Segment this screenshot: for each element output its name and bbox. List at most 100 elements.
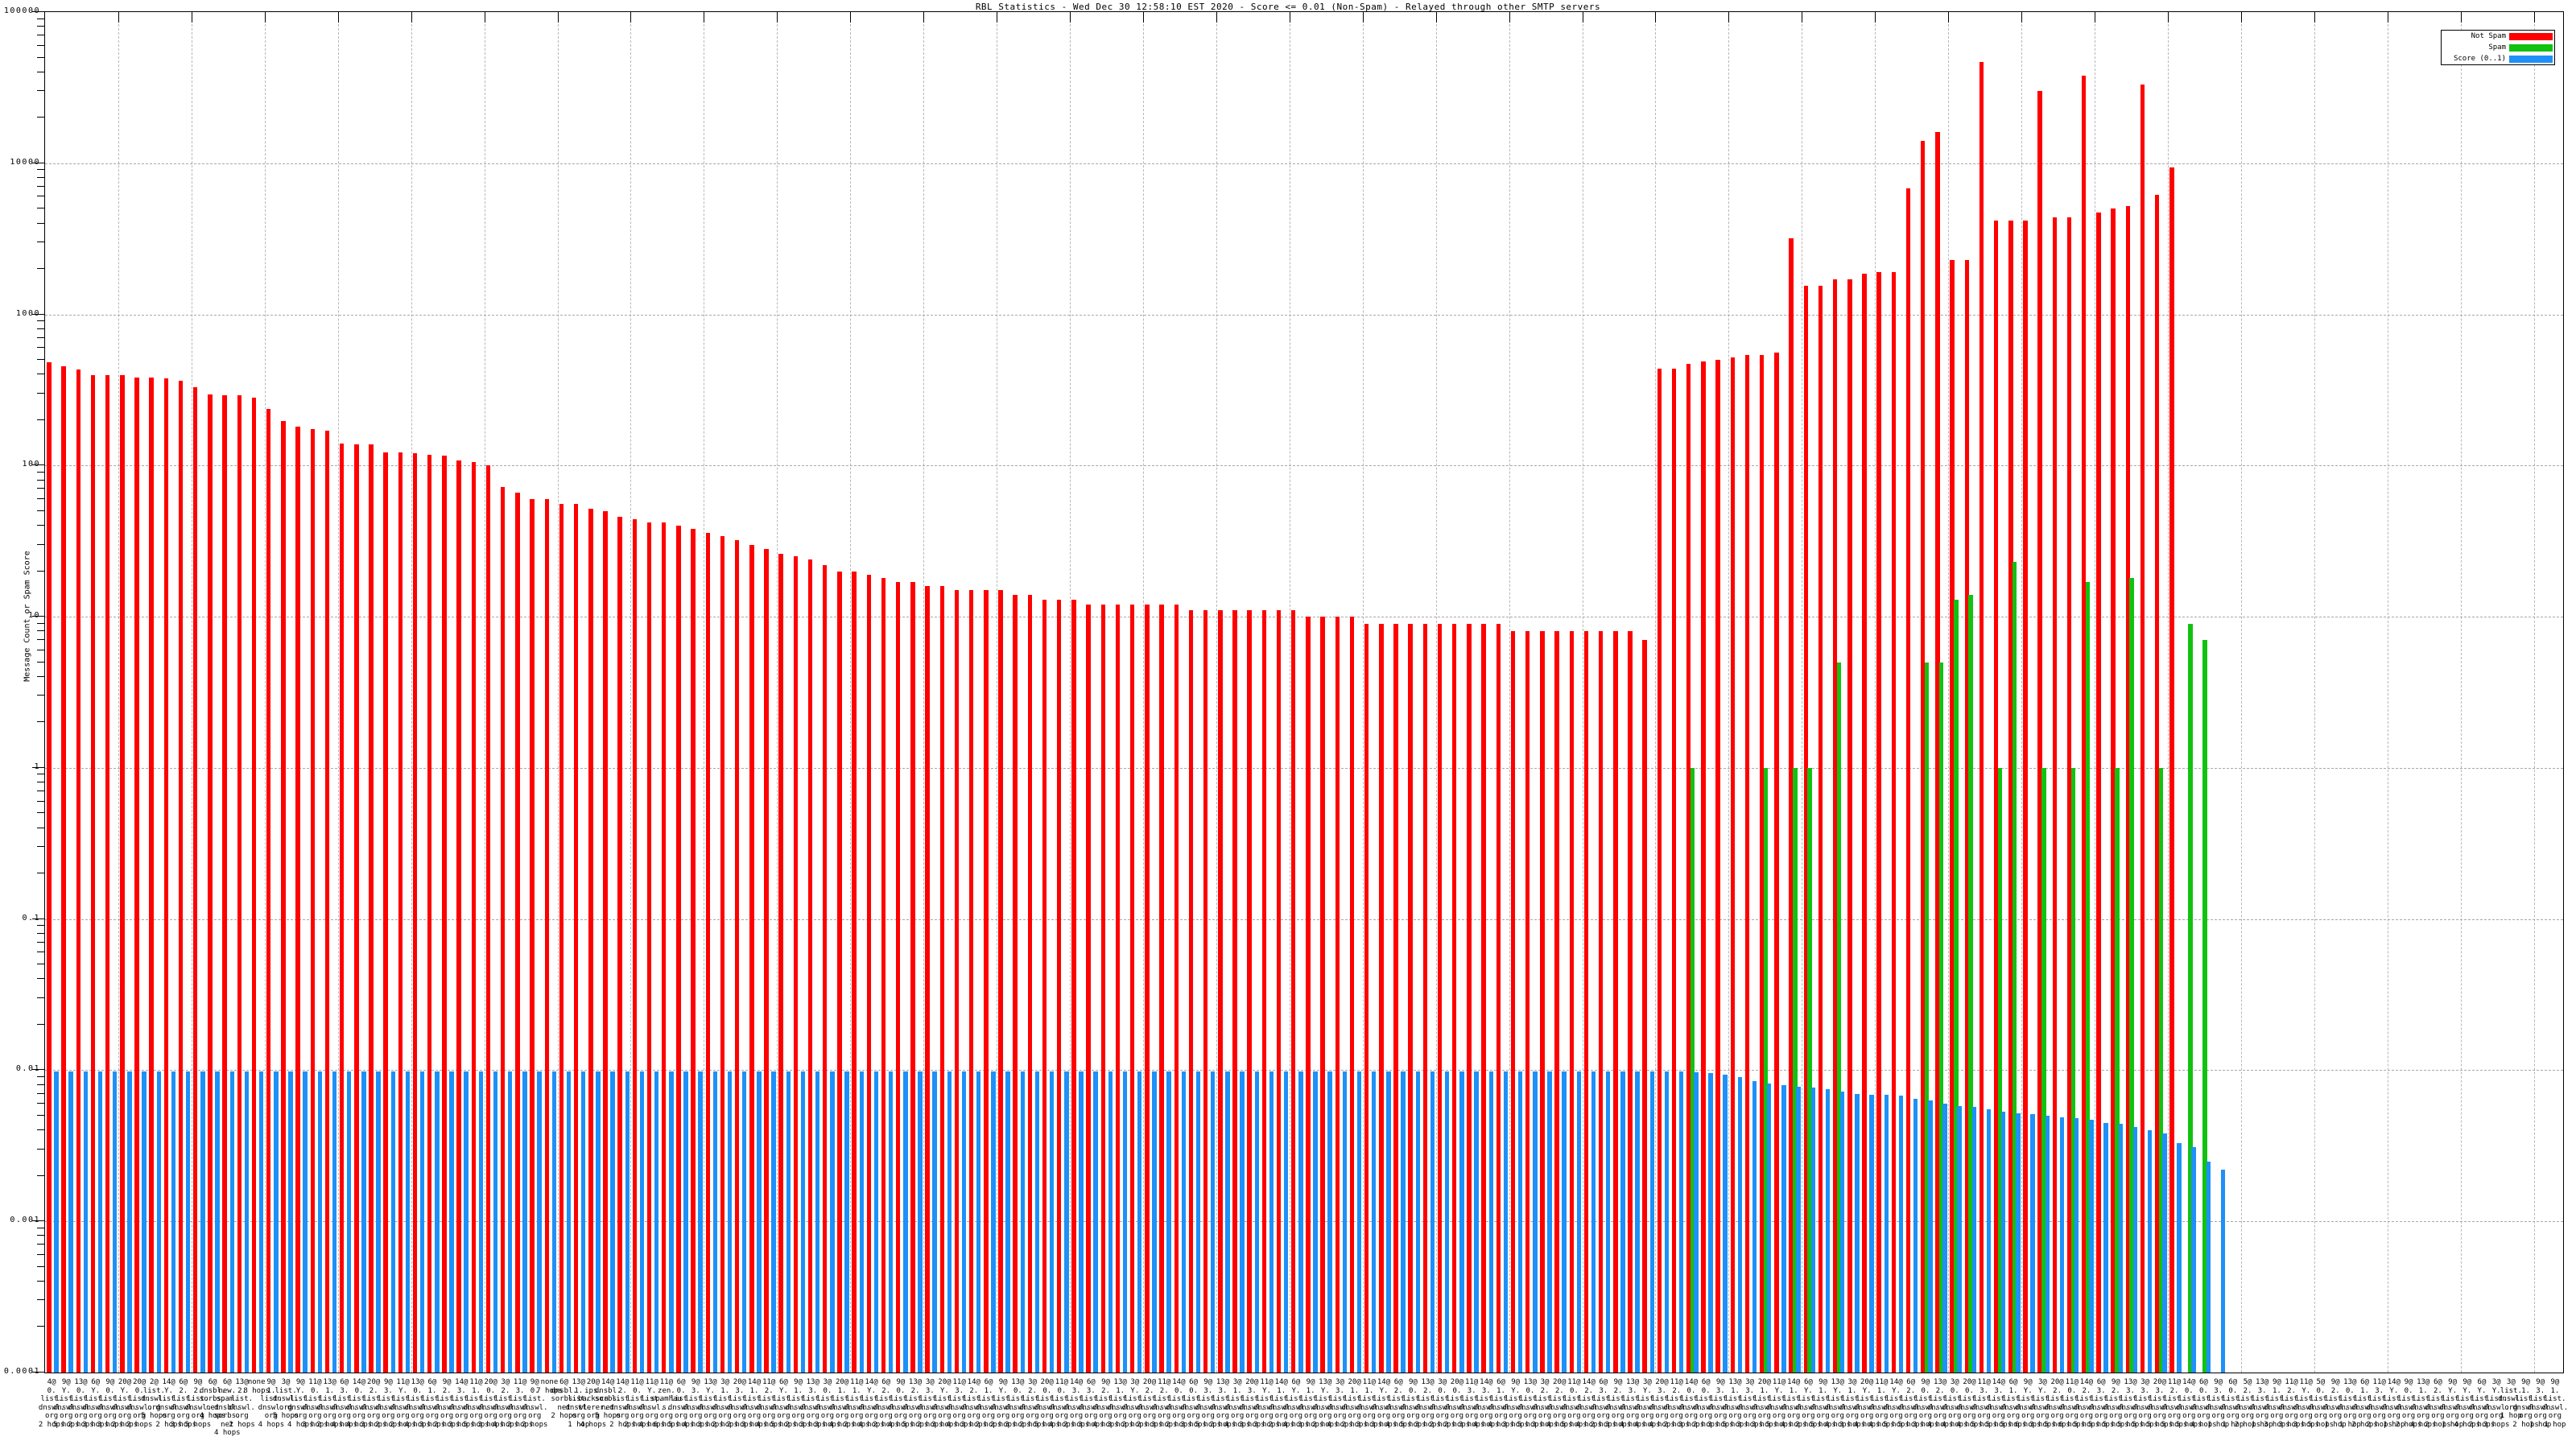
x-tick-label: 13@ 3. list. dnswl. org 5 hops — [2115, 1378, 2145, 1429]
x-tick-label-line: 3@ — [2037, 1378, 2047, 1386]
x-tick-label-line: org — [2328, 1412, 2343, 1420]
y-tick-minor — [37, 471, 44, 473]
x-tick-label-line: 4 hops — [755, 1420, 782, 1429]
bar-spam — [1968, 594, 1973, 1373]
gridline-vertical — [1875, 12, 1876, 1373]
x-tick-label-line: 4 hops — [1853, 1420, 1880, 1429]
x-tick-label-line: 6@ — [1291, 1378, 1301, 1386]
bar-not-spam — [1027, 594, 1033, 1373]
bar-score — [757, 1071, 762, 1373]
x-tick-label-line: 14@ — [352, 1378, 366, 1386]
x-tick-label-line: list. — [1255, 1395, 1278, 1403]
x-tick-label: 6@ 3. list. dnswl. org 2 hops — [1588, 1378, 1619, 1429]
bar-not-spam — [1803, 285, 1808, 1373]
x-tick-label-line: list. — [2324, 1395, 2347, 1403]
x-tick-label-line: 3@ — [1642, 1378, 1652, 1386]
x-tick-label-line: 0. — [2199, 1386, 2208, 1395]
x-tick-label-line: 2. — [2287, 1386, 2296, 1395]
x-tick-label-line: Y. — [1833, 1386, 1843, 1395]
x-tick-label-line: org — [498, 1412, 512, 1420]
x-tick-label: 9@ Y. list. dnswl. org 4 hops — [285, 1378, 316, 1429]
x-tick-label: 11@ zen. spamhaus. org 6 hops — [651, 1378, 682, 1429]
x-tick-label-line: list. — [1197, 1395, 1220, 1403]
x-tick-label-line: 13@ — [2343, 1378, 2357, 1386]
bar-spam — [2129, 578, 2134, 1373]
x-tick-label-line: 6 hops — [653, 1420, 680, 1429]
bar-score — [1313, 1071, 1318, 1373]
bar-not-spam — [310, 428, 315, 1373]
x-tick-label-line: 2 hops — [155, 1420, 182, 1429]
x-tick-label-line: 4 hops — [2409, 1420, 2437, 1429]
x-tick-label-line: 0. — [1570, 1386, 1579, 1395]
x-tick-label-line: list. — [275, 1386, 297, 1395]
x-tick-label-line: 1. — [2521, 1386, 2530, 1395]
x-tick-label-line: 13@ — [1011, 1378, 1025, 1386]
x-tick-label-line: 14@ — [455, 1378, 469, 1386]
x-tick-label-line: dnswl. — [2205, 1403, 2231, 1412]
x-tick-label-line: dnswl. — [916, 1403, 943, 1412]
x-tick-label-line: 2. — [2053, 1386, 2062, 1395]
x-tick-label-line: list. — [1548, 1395, 1571, 1403]
x-tick-label: 14@ 2. list. dnswl. org 3 hops — [959, 1378, 989, 1429]
y-tick-minor — [37, 185, 44, 187]
bar-score — [2206, 1161, 2211, 1373]
x-tick-label-line: 11@ — [952, 1378, 966, 1386]
x-tick-label-line: list. — [860, 1395, 883, 1403]
x-tick-label-line: org — [1245, 1412, 1259, 1420]
x-tick-label-line: 14@ — [1274, 1378, 1288, 1386]
x-tick-label-line: none — [247, 1378, 266, 1386]
x-tick-label-line: 3. — [2126, 1386, 2135, 1395]
x-tick-label-line: org — [2431, 1412, 2445, 1420]
x-tick-label-line: 13@ — [74, 1378, 88, 1386]
x-tick-label-line: 3. — [808, 1386, 818, 1395]
x-tick-label-line: 3@ — [1335, 1378, 1344, 1386]
x-tick-label-line: list. — [1431, 1395, 1454, 1403]
x-tick-label: 14@ 3. list. dnswl. org 5 hops — [1984, 1378, 2014, 1429]
bar-score — [1430, 1071, 1435, 1373]
bar-score — [596, 1071, 601, 1373]
x-tick-label-line: 3. — [2536, 1386, 2545, 1395]
bar-not-spam — [383, 452, 388, 1373]
x-tick-label-line: dnswl. — [1634, 1403, 1661, 1412]
x-tick-label-line: dnswl. — [1356, 1403, 1383, 1412]
gridline-horizontal — [45, 314, 2563, 316]
x-tick-label-line: list. — [1387, 1395, 1410, 1403]
x-tick-label: 14@ 1. list. dnswl. org 3 hops — [739, 1378, 770, 1429]
bar-score — [1928, 1100, 1933, 1373]
x-tick-label-line: 11@ — [630, 1378, 644, 1386]
x-tick-label-line: list. — [377, 1395, 399, 1403]
bar-score — [1459, 1071, 1464, 1373]
x-tick-label-line: 3@ — [1950, 1378, 1959, 1386]
x-tick-label-line: 11@ — [2285, 1378, 2298, 1386]
gridline-vertical — [2021, 12, 2022, 1373]
bar-score — [274, 1071, 279, 1373]
x-tick-label-line: org — [762, 1412, 776, 1420]
x-tick-label: 11@ 2. list. dnswl. org 2 hops — [1662, 1378, 1692, 1429]
x-tick-label-line: 13@ — [908, 1378, 923, 1386]
x-tick-label-line: 2. — [1935, 1386, 1945, 1395]
x-tick-label-line: dnswl. — [111, 1403, 138, 1412]
bar-not-spam — [661, 522, 667, 1373]
x-tick-label: 20@ 0. list. dnswl. org 4 hops — [1954, 1378, 1984, 1429]
bar-not-spam — [281, 420, 286, 1373]
x-tick-label-line: 11@ — [513, 1378, 527, 1386]
x-tick-label-line: 14@ — [865, 1378, 878, 1386]
bar-not-spam — [573, 503, 579, 1373]
x-tick-label-line: 0. — [823, 1386, 832, 1395]
x-tick-label-line: dnswl. — [1268, 1403, 1294, 1412]
x-tick-label-line: 4 hops — [2190, 1420, 2217, 1429]
x-tick-label-line: list. — [2163, 1395, 2186, 1403]
x-tick-label-line: 1. — [2360, 1386, 2369, 1395]
x-tick-label-line: 4 hops — [345, 1420, 373, 1429]
x-tick-label-line: 6@ — [1393, 1378, 1403, 1386]
x-tick-label: 13@ 1. list. dnswl. org 4 hops — [2408, 1378, 2438, 1429]
bar-score — [2045, 1115, 2050, 1373]
x-tick-label-line: 9@ — [2448, 1378, 2458, 1386]
bar-score — [1181, 1071, 1187, 1373]
x-tick-label-line: dnswl. — [1824, 1403, 1852, 1412]
x-tick-label-line: org — [103, 1412, 117, 1420]
bar-score — [2074, 1118, 2079, 1373]
x-tick-label: 13@ 3. list. dnswl. org 2 hops — [1208, 1378, 1238, 1429]
x-tick-label-line: 2 hops — [390, 1420, 416, 1429]
x-tick-label-line: 0. — [2345, 1386, 2355, 1395]
